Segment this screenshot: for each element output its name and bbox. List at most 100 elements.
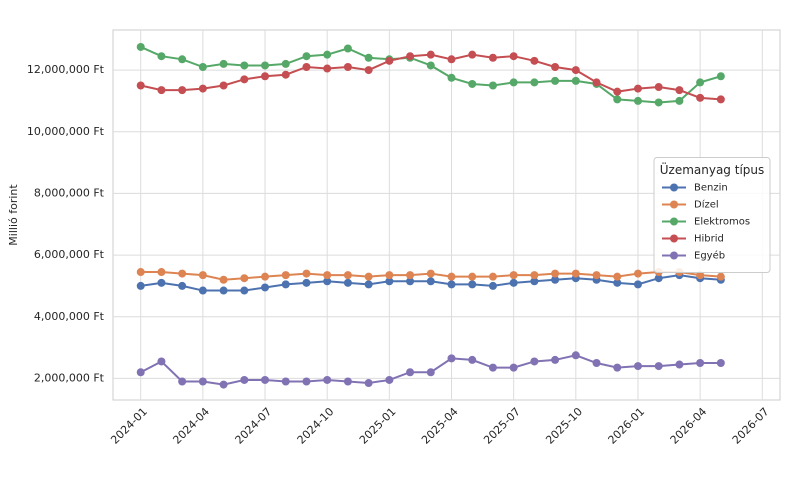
data-point bbox=[468, 272, 477, 281]
y-axis-label: Millió forint bbox=[7, 184, 20, 246]
data-point bbox=[364, 280, 373, 289]
data-point bbox=[178, 55, 187, 64]
data-point bbox=[302, 269, 311, 278]
data-point bbox=[198, 271, 207, 280]
data-point bbox=[675, 360, 684, 369]
data-point bbox=[240, 286, 249, 295]
data-point bbox=[178, 86, 187, 95]
data-point bbox=[488, 272, 497, 281]
data-point bbox=[364, 379, 373, 388]
data-point bbox=[157, 357, 166, 366]
data-point bbox=[198, 286, 207, 295]
y-tick-label: 8,000,000 Ft bbox=[34, 186, 105, 199]
data-point bbox=[654, 83, 663, 92]
data-point bbox=[198, 84, 207, 93]
legend-swatch-marker bbox=[670, 183, 678, 192]
data-point bbox=[509, 271, 518, 280]
data-point bbox=[385, 271, 394, 280]
data-point bbox=[343, 63, 352, 71]
data-point bbox=[551, 275, 560, 284]
data-point bbox=[261, 72, 270, 81]
data-point bbox=[178, 269, 187, 278]
data-point bbox=[323, 375, 332, 384]
data-point bbox=[447, 73, 456, 82]
data-point bbox=[219, 286, 228, 295]
data-point bbox=[302, 52, 311, 61]
data-point bbox=[613, 95, 622, 104]
data-point bbox=[219, 275, 228, 284]
data-point bbox=[633, 84, 642, 93]
y-tick-label: 6,000,000 Ft bbox=[34, 248, 105, 261]
data-point bbox=[343, 271, 352, 280]
data-point bbox=[592, 78, 601, 87]
data-point bbox=[488, 81, 497, 90]
data-point bbox=[571, 66, 580, 75]
data-point bbox=[302, 63, 311, 71]
data-point bbox=[468, 79, 477, 88]
y-tick-label: 2,000,000 Ft bbox=[34, 371, 105, 384]
legend-swatch-marker bbox=[670, 200, 678, 209]
data-point bbox=[136, 81, 145, 90]
data-point bbox=[157, 86, 166, 95]
data-point bbox=[198, 377, 207, 386]
data-point bbox=[633, 269, 642, 278]
data-point bbox=[136, 268, 145, 277]
data-point bbox=[468, 355, 477, 364]
legend-swatch-marker bbox=[670, 234, 678, 243]
data-point bbox=[509, 78, 518, 87]
data-point bbox=[654, 98, 663, 107]
data-point bbox=[426, 269, 435, 278]
data-point bbox=[696, 78, 705, 87]
data-point bbox=[240, 61, 249, 70]
data-point bbox=[406, 52, 415, 61]
data-point bbox=[426, 61, 435, 70]
data-point bbox=[633, 362, 642, 371]
data-point bbox=[530, 277, 539, 286]
data-point bbox=[654, 274, 663, 283]
data-point bbox=[385, 375, 394, 384]
data-point bbox=[447, 55, 456, 64]
data-point bbox=[696, 271, 705, 280]
data-point bbox=[509, 52, 518, 61]
y-tick-label: 12,000,000 Ft bbox=[27, 63, 105, 76]
data-point bbox=[716, 272, 725, 281]
data-point bbox=[385, 277, 394, 286]
data-point bbox=[219, 81, 228, 90]
data-point bbox=[261, 61, 270, 70]
legend-box bbox=[653, 157, 771, 273]
data-point bbox=[426, 50, 435, 59]
plot-area bbox=[112, 29, 781, 401]
data-point bbox=[364, 272, 373, 281]
data-point bbox=[530, 271, 539, 280]
data-point bbox=[240, 75, 249, 84]
data-point bbox=[530, 357, 539, 366]
data-point bbox=[281, 70, 290, 79]
data-point bbox=[696, 93, 705, 102]
data-point bbox=[613, 363, 622, 372]
data-point bbox=[426, 277, 435, 286]
data-point bbox=[447, 272, 456, 281]
data-point bbox=[157, 278, 166, 287]
data-point bbox=[426, 368, 435, 377]
data-point bbox=[302, 377, 311, 386]
data-point bbox=[447, 280, 456, 289]
data-point bbox=[240, 375, 249, 384]
data-point bbox=[696, 359, 705, 367]
data-point bbox=[633, 96, 642, 105]
data-point bbox=[157, 52, 166, 61]
data-point bbox=[488, 281, 497, 290]
data-point bbox=[198, 63, 207, 71]
data-point bbox=[178, 281, 187, 290]
data-point bbox=[551, 269, 560, 278]
legend-label: Dízel bbox=[694, 199, 719, 211]
data-point bbox=[323, 50, 332, 59]
data-point bbox=[613, 87, 622, 96]
y-tick-label: 4,000,000 Ft bbox=[34, 310, 105, 323]
data-point bbox=[281, 377, 290, 386]
data-point bbox=[551, 355, 560, 364]
legend: Üzemanyag típus Benzin Dízel Elektromos Hibr… bbox=[653, 157, 771, 273]
data-point bbox=[551, 76, 560, 85]
data-point bbox=[530, 78, 539, 87]
data-point bbox=[488, 53, 497, 62]
